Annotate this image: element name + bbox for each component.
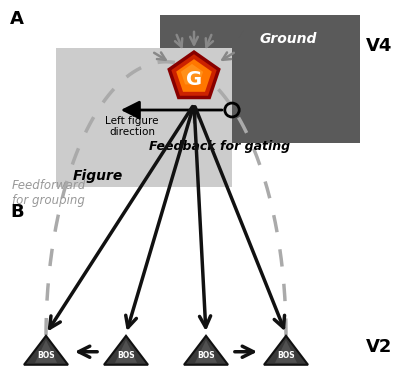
Text: BOS: BOS [277,351,295,360]
Bar [160,15,360,143]
Polygon shape [35,340,57,363]
Text: Feedback for gating: Feedback for gating [150,140,290,153]
Polygon shape [181,64,203,85]
Text: Feedforward
for grouping: Feedforward for grouping [12,179,86,207]
Text: BOS: BOS [37,351,55,360]
Text: BOS: BOS [197,351,215,360]
Text: V2: V2 [366,339,392,356]
Text: B: B [10,203,24,221]
Polygon shape [24,336,68,365]
Polygon shape [104,336,148,365]
Polygon shape [115,340,137,363]
Text: V4: V4 [366,37,392,55]
Polygon shape [275,340,297,363]
Text: Ground: Ground [259,32,317,46]
Text: Left figure
direction: Left figure direction [105,116,159,137]
Polygon shape [195,340,217,363]
Polygon shape [264,336,308,365]
Polygon shape [169,52,219,98]
Bar [56,48,232,187]
Polygon shape [176,59,212,92]
Text: Figure: Figure [73,169,123,183]
Text: BOS: BOS [117,351,135,360]
Text: A: A [10,10,24,28]
Polygon shape [184,336,228,365]
Text: G: G [186,69,202,89]
